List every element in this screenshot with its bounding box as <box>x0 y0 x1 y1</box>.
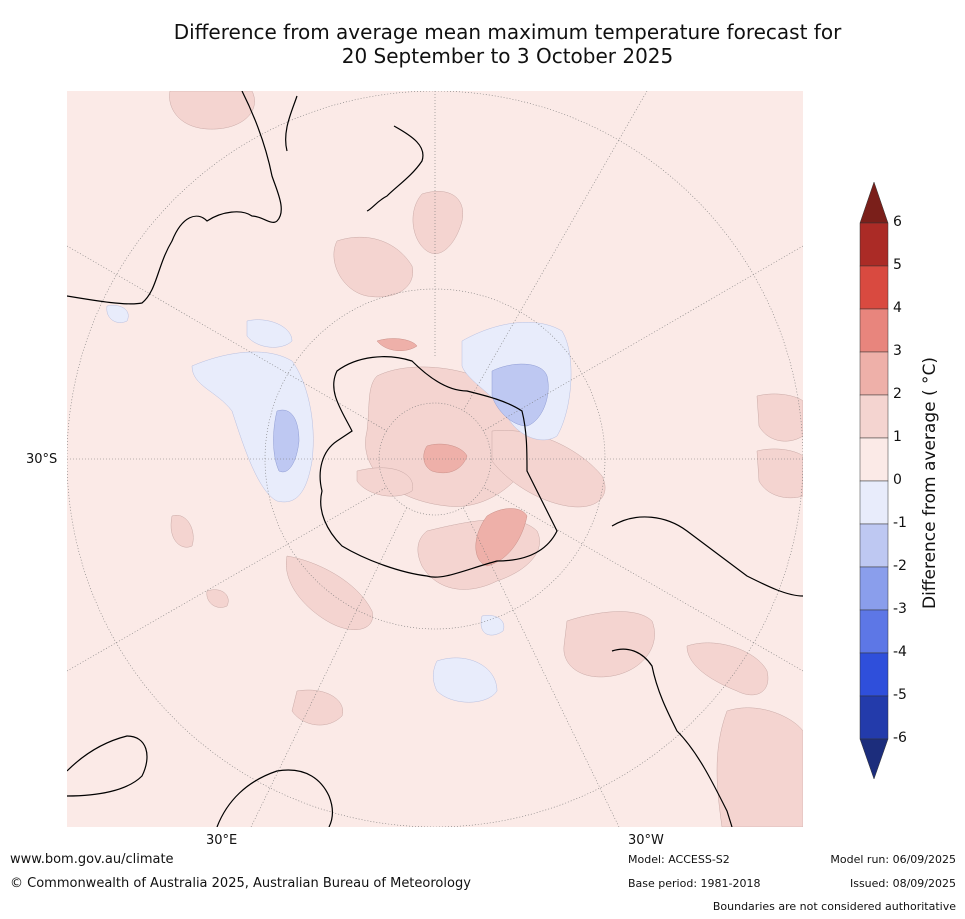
colorbar-band <box>859 523 889 568</box>
colorbar-band <box>859 437 889 482</box>
colorbar-band <box>859 695 889 740</box>
colorbar-tick-label: -4 <box>893 644 907 660</box>
lon-label-30e: 30°E <box>206 833 238 848</box>
lon-label-30w: 30°W <box>628 833 664 848</box>
colorbar-extend-top <box>859 181 889 224</box>
colorbar-tick-label: 5 <box>893 257 902 273</box>
colorbar-tick-label: -1 <box>893 515 907 531</box>
chart-title: Difference from average mean maximum tem… <box>60 20 955 68</box>
colorbar-band <box>859 265 889 310</box>
colorbar-tick-label: 2 <box>893 386 902 402</box>
colorbar-band <box>859 566 889 611</box>
coast-africa-tip-west <box>67 735 148 797</box>
footer-base-period: Base period: 1981-2018 <box>628 877 761 890</box>
colorbar-tick-label: -2 <box>893 558 907 574</box>
lat-label-30s: 30°S <box>26 452 58 467</box>
colorbar-title: Difference from average ( °C) <box>920 356 940 610</box>
footer-disclaimer: Boundaries are not considered authoritat… <box>712 900 956 913</box>
anomaly-cool-2-1 <box>273 363 549 473</box>
colorbar-extend-bottom <box>859 738 889 780</box>
coast-south-america-tip <box>611 516 803 597</box>
colorbar-band <box>859 222 889 267</box>
colorbar-tick-label: 3 <box>893 343 902 359</box>
footer-issued: Issued: 08/09/2025 <box>849 877 956 890</box>
colorbar-tick-label: -6 <box>893 730 907 746</box>
graticule <box>67 91 803 827</box>
colorbar-band <box>859 480 889 525</box>
footer-website[interactable]: www.bom.gov.au/climate <box>10 852 174 867</box>
colorbar-tick-label: 0 <box>893 472 902 488</box>
title-line-2: 20 September to 3 October 2025 <box>341 44 674 68</box>
colorbar-band <box>859 351 889 396</box>
coast-africa-tip-east <box>216 769 334 827</box>
colorbar-band <box>859 652 889 697</box>
coast-antarctica <box>319 356 558 578</box>
anomaly-warm-2-3 <box>376 338 528 567</box>
colorbar-band <box>859 394 889 439</box>
colorbar <box>858 180 898 780</box>
footer-model-run: Model run: 06/09/2025 <box>830 853 956 866</box>
colorbar-band <box>859 609 889 654</box>
coast-australia <box>67 91 282 305</box>
colorbar-tick-label: -5 <box>893 687 907 703</box>
coast-australia-inner <box>285 95 298 152</box>
footer-copyright: © Commonwealth of Australia 2025, Austra… <box>10 876 471 891</box>
coast-new-zealand <box>366 125 424 212</box>
map-canvas <box>67 91 803 827</box>
colorbar-scale <box>859 181 889 780</box>
colorbar-band <box>859 308 889 353</box>
title-line-1: Difference from average mean maximum tem… <box>173 20 842 44</box>
coastlines <box>67 91 803 827</box>
polar-map <box>67 91 803 827</box>
coast-south-america <box>611 648 733 827</box>
colorbar-tick-label: 1 <box>893 429 902 445</box>
footer-model: Model: ACCESS-S2 <box>628 853 730 866</box>
colorbar-tick-label: -3 <box>893 601 907 617</box>
colorbar-tick-label: 4 <box>893 300 902 316</box>
colorbar-tick-label: 6 <box>893 214 902 230</box>
